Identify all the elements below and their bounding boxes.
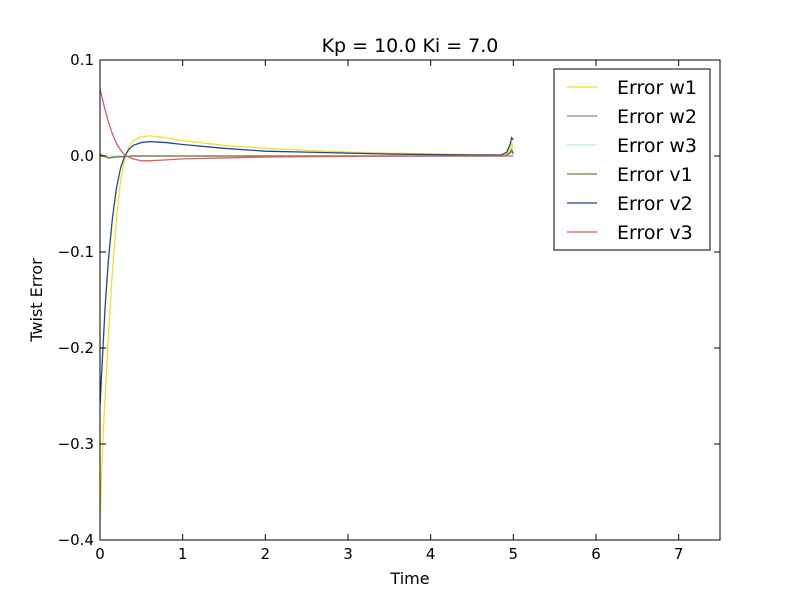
- series-line-5: [100, 136, 514, 406]
- y-tick-label: −0.4: [58, 531, 94, 549]
- axes-frame: [99, 59, 721, 541]
- y-tick-label: 0.0: [70, 147, 94, 165]
- series-line-4: [100, 148, 514, 159]
- series-line-6: [100, 88, 514, 162]
- legend-entry: Error v3: [617, 222, 693, 244]
- x-axis-label: Time: [389, 569, 429, 588]
- y-tick-label: 0.1: [70, 51, 94, 69]
- legend-entry: Error w1: [617, 77, 697, 99]
- legend-entry: Error v2: [617, 193, 693, 215]
- y-axis-label: Twist Error: [27, 258, 46, 343]
- x-tick-label: 3: [343, 545, 353, 563]
- plot-area: [100, 88, 514, 521]
- legend-entry: Error w3: [617, 135, 697, 157]
- x-tick-label: 6: [591, 545, 601, 563]
- y-tick-label: −0.1: [58, 243, 94, 261]
- x-tick-label: 1: [178, 545, 188, 563]
- y-tick-label: −0.2: [58, 339, 94, 357]
- axis-ticks: 0 1 2 3 4 5 6 7 −0.4 −0.3 −0.2 −0.1 0.0 0.1: [58, 51, 720, 563]
- legend-entry: Error w2: [617, 106, 697, 128]
- x-tick-label: 5: [509, 545, 519, 563]
- x-tick-label: 2: [261, 545, 271, 563]
- y-tick-label: −0.3: [58, 435, 94, 453]
- legend-entry: Error v1: [617, 164, 693, 186]
- x-tick-label: 4: [426, 545, 436, 563]
- legend: Error w1 Error w2 Error w3 Error v1 Error v2…: [553, 68, 711, 251]
- x-tick-label: 0: [95, 545, 105, 563]
- chart-title: Kp = 10.0 Ki = 7.0: [322, 35, 499, 57]
- x-tick-label: 7: [674, 545, 684, 563]
- legend-box: [553, 68, 711, 251]
